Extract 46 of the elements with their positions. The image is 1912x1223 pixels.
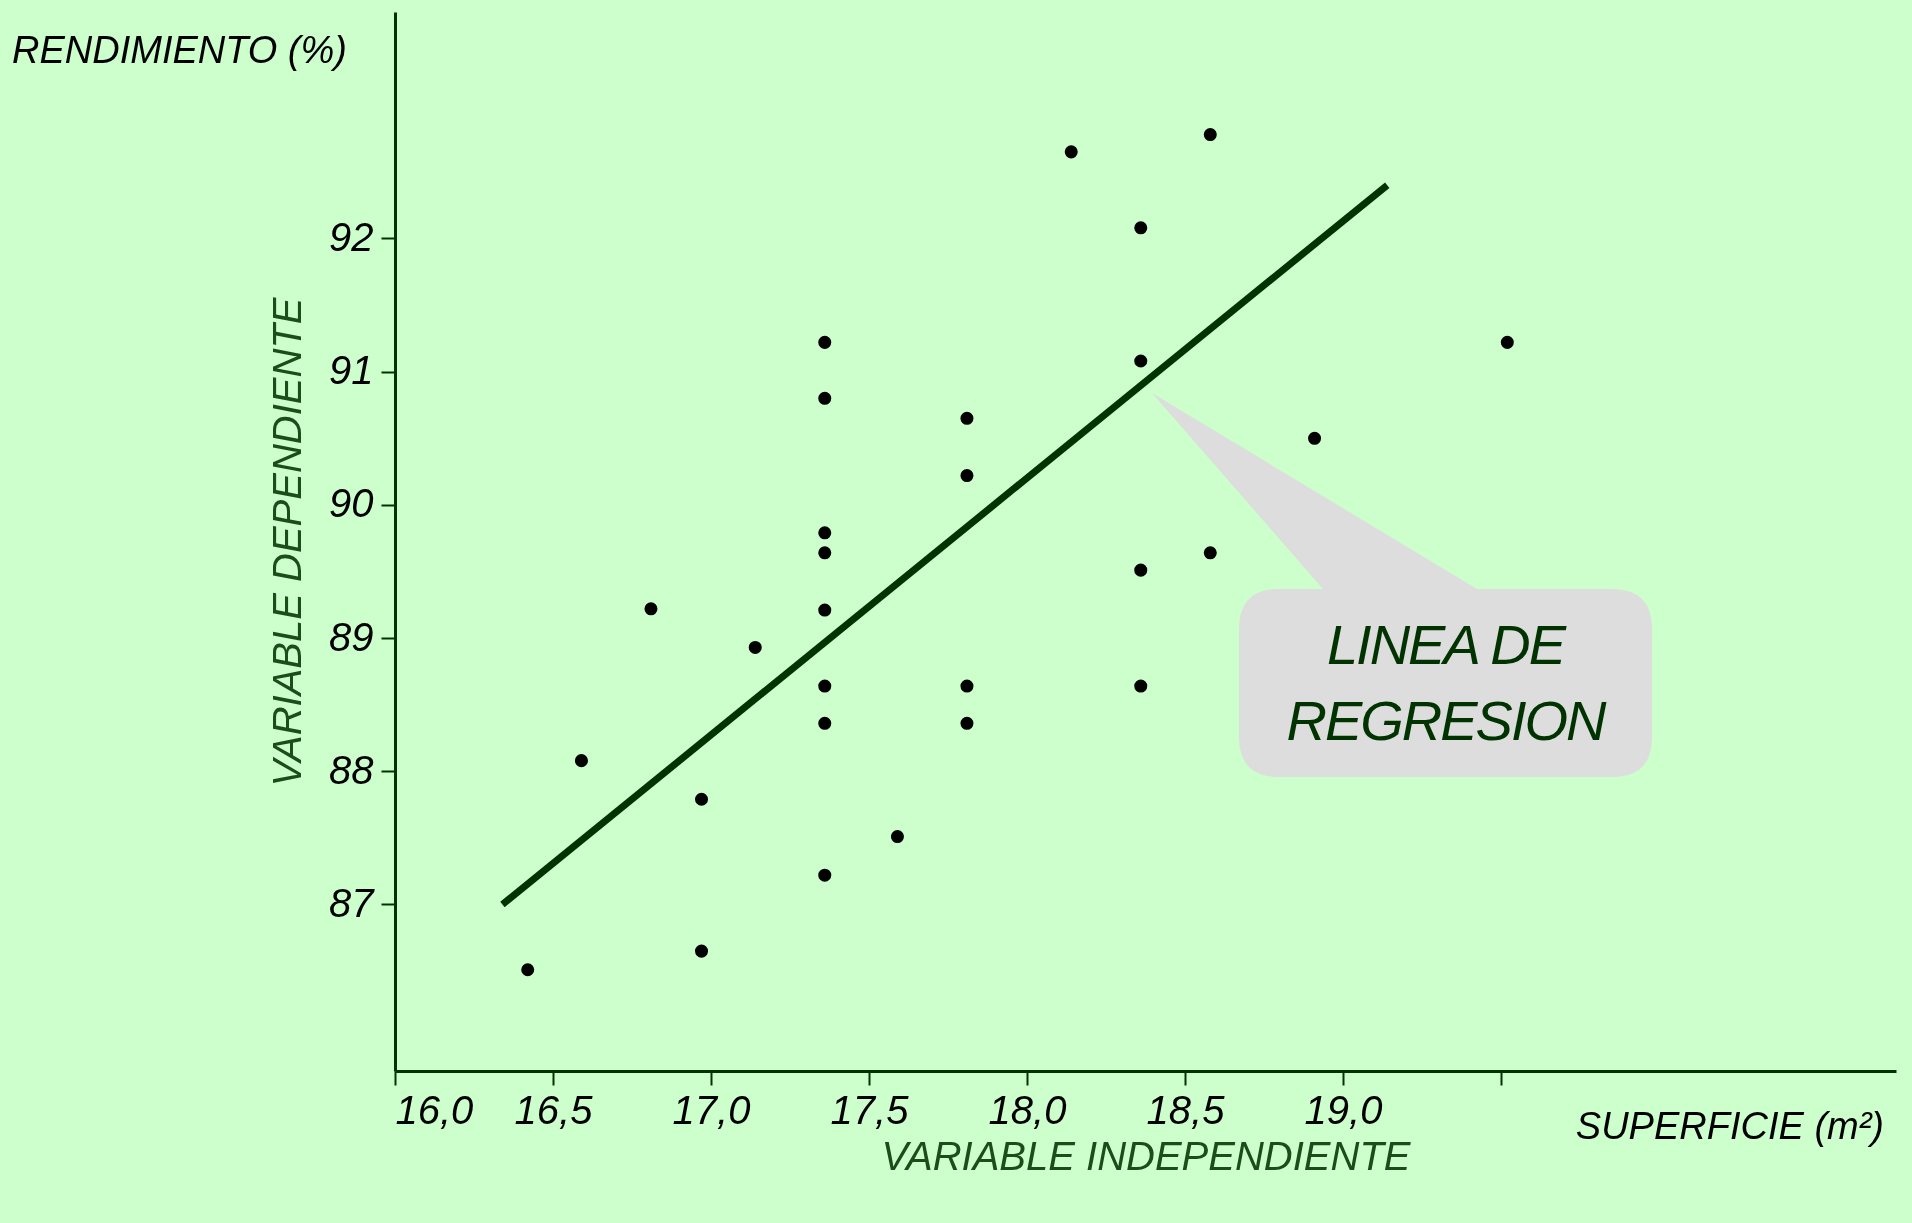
y-tick-label: 89 xyxy=(329,614,374,659)
y-tick-label: 90 xyxy=(329,481,374,526)
point xyxy=(960,716,974,730)
point xyxy=(818,868,832,882)
x-tick-label: 17,0 xyxy=(672,1087,751,1132)
x-axis-title: VARIABLE INDEPENDIENTE xyxy=(881,1133,1412,1178)
point xyxy=(818,526,832,540)
point xyxy=(1500,335,1514,349)
point xyxy=(1308,431,1322,445)
y-tick-label: 88 xyxy=(329,747,375,792)
point xyxy=(644,602,658,616)
point xyxy=(818,603,832,617)
point xyxy=(960,411,974,425)
x-tick-label: 16,0 xyxy=(395,1087,474,1132)
point xyxy=(748,640,762,654)
point xyxy=(574,754,588,768)
point xyxy=(960,679,974,693)
point xyxy=(890,830,904,844)
point xyxy=(1064,145,1078,159)
x-tick-label: 19,0 xyxy=(1304,1087,1383,1132)
point xyxy=(1134,679,1148,693)
point xyxy=(1203,546,1217,560)
y-tick-label: 87 xyxy=(329,880,376,925)
y-tick-label: 91 xyxy=(329,348,374,393)
point xyxy=(818,716,832,730)
point xyxy=(818,679,832,693)
point xyxy=(1134,354,1148,368)
point xyxy=(1203,128,1217,142)
text: RENDIMIENTO (%) xyxy=(12,29,347,71)
point xyxy=(960,469,974,483)
point xyxy=(818,391,832,405)
text: SUPERFICIE (m²) xyxy=(1575,1105,1884,1147)
point xyxy=(1134,221,1148,235)
y-tick-label: 92 xyxy=(329,214,374,259)
point xyxy=(818,546,832,560)
annotation: LINEA DE REGRESION xyxy=(1285,612,1607,754)
x-tick-label: 18,5 xyxy=(1146,1087,1226,1132)
point xyxy=(1134,563,1148,577)
point xyxy=(818,335,832,349)
point xyxy=(695,792,709,806)
x-tick-label: 18,0 xyxy=(988,1087,1067,1132)
x-tick-label: 16,5 xyxy=(514,1087,594,1132)
point xyxy=(521,963,535,977)
x-tick-label: 17,5 xyxy=(830,1087,910,1132)
point xyxy=(695,944,709,958)
y-axis-title: VARIABLE DEPENDIENTE xyxy=(265,296,310,787)
